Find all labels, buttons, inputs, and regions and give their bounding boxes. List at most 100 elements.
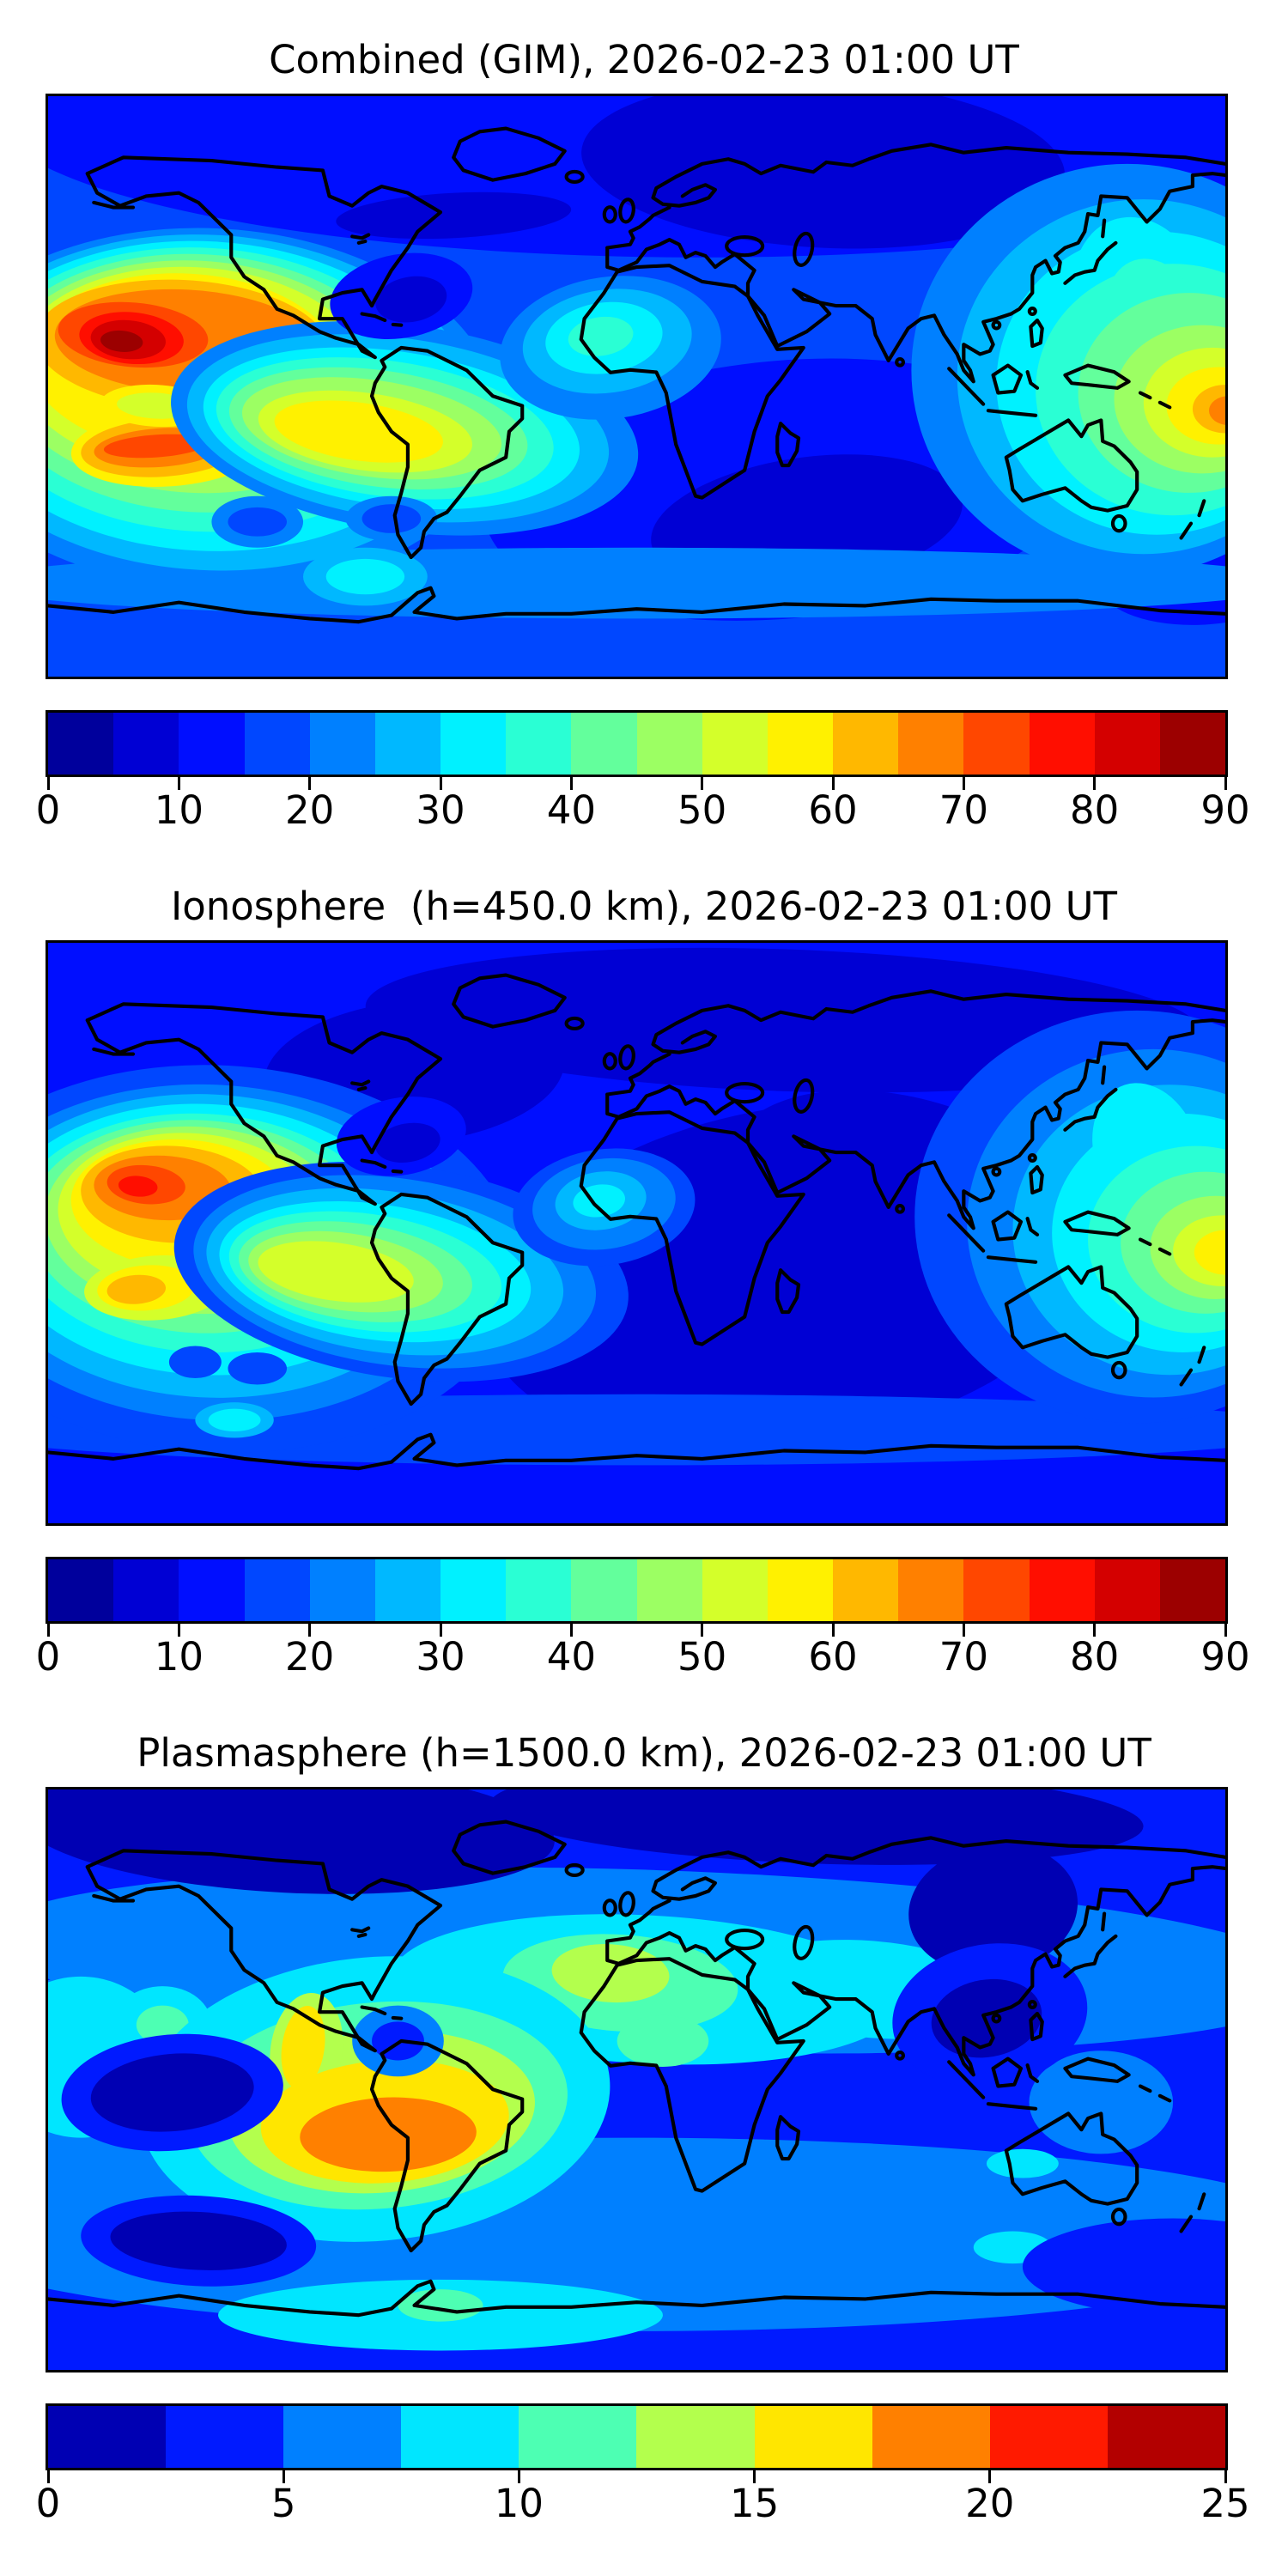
contour-region (336, 191, 572, 240)
colorbar-tick (988, 2470, 992, 2483)
contour-region (617, 2014, 709, 2067)
colorbar-tick-label: 10 (154, 1634, 204, 1680)
colorbar-segment (166, 2406, 284, 2468)
colorbar-tick-label: 40 (546, 787, 596, 833)
colorbar-segment (1094, 713, 1160, 775)
colorbar-tick-label: 70 (939, 787, 988, 833)
contour-region (106, 1274, 167, 1304)
colorbar-tick-label: 10 (494, 2481, 544, 2526)
colorbar-segment (833, 1559, 899, 1621)
colorbar-segment (48, 2406, 167, 2468)
colorbar-segment (309, 1559, 375, 1621)
contour-region (90, 2053, 254, 2132)
contour-region (986, 2148, 1059, 2178)
colorbar-segment (898, 1559, 964, 1621)
contour-region (1029, 2050, 1174, 2154)
colorbar-segment (374, 713, 441, 775)
colorbar-tick (439, 1624, 442, 1637)
colorbar-segment (636, 2406, 755, 2468)
contour-region (110, 2211, 287, 2270)
colorbar-tick (46, 777, 50, 790)
contour-region (281, 2005, 325, 2089)
contour-region (1208, 396, 1225, 425)
world-map-plasmasphere (48, 1789, 1225, 2370)
colorbar-tick (753, 2470, 756, 2483)
contour-region (274, 400, 443, 463)
colorbar-segment (506, 713, 572, 775)
colorbar-segment (636, 713, 702, 775)
contour-region (228, 1352, 288, 1385)
colorbar-tick (831, 1624, 835, 1637)
colorbar-segment (113, 1559, 179, 1621)
colorbar-tick-label: 90 (1200, 787, 1250, 833)
colorbar-tick-label: 80 (1070, 1634, 1120, 1680)
colorbar-tick (701, 1624, 704, 1637)
panel-title-ionosphere: Ionosphere (h=450.0 km), 2026-02-23 01:0… (170, 884, 1118, 929)
contour-region (168, 1346, 222, 1378)
colorbar-tick-label: 0 (35, 787, 61, 833)
colorbar-tick-label: 0 (35, 1634, 61, 1680)
colorbar-segment (963, 1559, 1030, 1621)
colorbar-tick-label: 25 (1200, 2481, 1250, 2526)
colorbar-segment (440, 1559, 507, 1621)
colorbar-segment (1159, 1559, 1226, 1621)
world-map-combined (48, 96, 1225, 677)
colorbar-tick (701, 777, 704, 790)
colorbar-tick (282, 2470, 285, 2483)
colorbar-segment (48, 1559, 114, 1621)
colorbar-tick-label: 50 (677, 787, 727, 833)
colorbar-tick (46, 1624, 50, 1637)
colorbar-tick (517, 2470, 520, 2483)
colorbar-segment (401, 2406, 519, 2468)
contour-region (325, 558, 405, 595)
contour-region (300, 2097, 477, 2172)
colorbar-tick-label: 30 (416, 1634, 465, 1680)
colorbar-tick-label: 0 (35, 2481, 61, 2526)
contour-region (398, 2289, 483, 2322)
colorbar-segment (113, 713, 179, 775)
colorbar-segment (702, 1559, 768, 1621)
colorbar-tick (569, 777, 573, 790)
colorbar-segment (571, 1559, 637, 1621)
colorbar-segment (440, 713, 507, 775)
colorbar-tick-label: 60 (808, 1634, 858, 1680)
contour-region (375, 1122, 440, 1163)
panel-plasmasphere: Plasmasphere (h=1500.0 km), 2026-02-23 0… (0, 1693, 1288, 2540)
colorbar-tick-label: 10 (154, 787, 204, 833)
contour-region (361, 504, 422, 533)
contour-region (489, 1789, 1144, 1865)
colorbar-tick (962, 1624, 965, 1637)
colorbar-segment (872, 2406, 990, 2468)
colorbar-segment (767, 713, 834, 775)
colorbar-tick-label: 20 (285, 1634, 335, 1680)
colorbar-tick-label: 60 (808, 787, 858, 833)
colorbar-segment (636, 1559, 702, 1621)
colorbar-plasmasphere (46, 2403, 1228, 2470)
colorbar-ionosphere (46, 1557, 1228, 1624)
contour-region (208, 1408, 261, 1431)
colorbar-segment (963, 713, 1030, 775)
colorbar-tick (439, 777, 442, 790)
colorbar-segment (1159, 713, 1226, 775)
colorbar-tick (177, 1624, 180, 1637)
colorbar-segment (898, 713, 964, 775)
colorbar-tick (1224, 777, 1227, 790)
colorbar-tick-label: 90 (1200, 1634, 1250, 1680)
colorbar-segment (506, 1559, 572, 1621)
contour-region (375, 276, 447, 323)
world-map-frame-combined (46, 94, 1228, 679)
colorbar-tick-label: 50 (677, 1634, 727, 1680)
colorbar-tick (831, 777, 835, 790)
colorbar-tick (46, 2470, 50, 2483)
contour-region (228, 507, 288, 537)
contour-region (118, 1176, 158, 1197)
colorbar-segment (1094, 1559, 1160, 1621)
colorbar-segment (754, 2406, 872, 2468)
contour-region (48, 1789, 555, 1894)
colorbar-tick (569, 1624, 573, 1637)
colorbar-segment (989, 2406, 1108, 2468)
colorbar-tick (308, 777, 312, 790)
colorbar-segment (309, 713, 375, 775)
colorbar-tick (177, 777, 180, 790)
